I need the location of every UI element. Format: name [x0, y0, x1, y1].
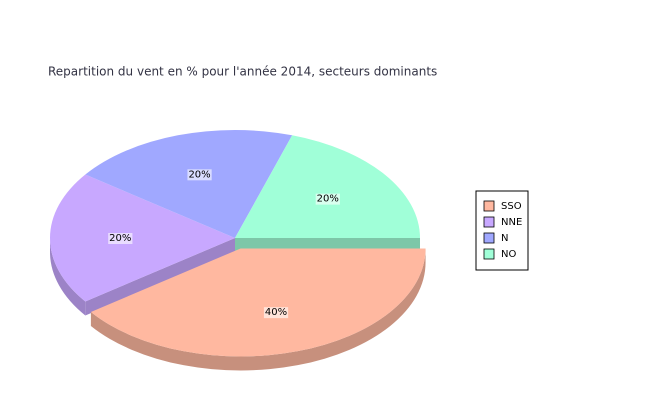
- data-label: 40%: [265, 307, 287, 318]
- chart-title: Repartition du vent en % pour l'année 20…: [48, 65, 437, 79]
- data-label: 20%: [317, 194, 339, 205]
- slice: [50, 174, 236, 302]
- legend-swatch: [483, 248, 495, 260]
- slice: [85, 130, 293, 238]
- slice-wall: [85, 238, 236, 316]
- slice: [90, 248, 426, 357]
- slice: [235, 135, 420, 238]
- label-bg: [108, 233, 133, 244]
- legend-label: N: [501, 233, 508, 244]
- slice-side: [90, 248, 426, 371]
- legend-label: NNE: [501, 217, 522, 228]
- legend-swatch: [483, 216, 495, 228]
- legend-label: NO: [501, 249, 516, 260]
- label-bg: [315, 193, 340, 205]
- legend-swatch: [483, 232, 495, 244]
- legend-swatch: [483, 200, 495, 212]
- slice-side: [50, 238, 86, 316]
- legend-label: SSO: [501, 201, 522, 212]
- data-label: 20%: [109, 233, 131, 244]
- label-bg: [187, 169, 212, 181]
- data-label: 20%: [188, 169, 210, 180]
- label-bg: [263, 307, 289, 319]
